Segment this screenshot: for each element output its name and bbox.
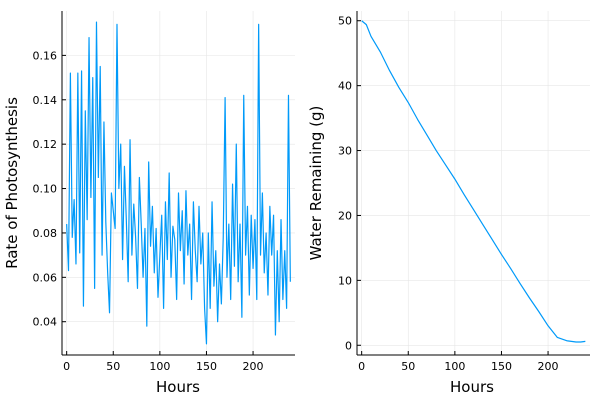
x-tick-label: 100 xyxy=(149,360,170,373)
x-tick-label: 150 xyxy=(491,360,512,373)
x-tick-label: 0 xyxy=(63,360,70,373)
x-tick-label: 50 xyxy=(401,360,415,373)
series-line-y1 xyxy=(361,20,586,343)
series-line-y1 xyxy=(66,21,291,345)
y-tick-label: 40 xyxy=(338,80,352,93)
y-tick-label: 0 xyxy=(345,339,352,352)
y-tick-label: 0.04 xyxy=(33,316,58,329)
y-axis-label: Water Remaining (g) xyxy=(307,106,325,261)
x-axis-label: Hours xyxy=(450,378,494,396)
y-tick-label: 0.16 xyxy=(33,49,58,62)
y-axis-label: Rate of Photosynthesis xyxy=(3,97,21,269)
x-tick-label: 0 xyxy=(358,360,365,373)
y-tick-label: 0.08 xyxy=(33,227,58,240)
x-tick-label: 200 xyxy=(243,360,264,373)
y-tick-label: 30 xyxy=(338,145,352,158)
y-tick-label: 0.10 xyxy=(33,183,58,196)
y-tick-label: 10 xyxy=(338,274,352,287)
series-lines xyxy=(66,21,291,345)
y-tick-label: 20 xyxy=(338,209,352,222)
y-tick-label: 50 xyxy=(338,15,352,28)
panel-water: 0 50 100 150 200 0 10 20 30 40 50 Hours Water Rem… xyxy=(307,11,590,396)
y-tick-label: 0.14 xyxy=(33,94,58,107)
series-lines xyxy=(361,20,586,343)
x-tick-label: 150 xyxy=(196,360,217,373)
x-axis-label: Hours xyxy=(156,378,200,396)
grid-lines xyxy=(357,11,590,355)
x-tick-label: 100 xyxy=(444,360,465,373)
x-ticks: 0 50 100 150 200 xyxy=(358,351,559,373)
x-tick-label: 200 xyxy=(538,360,559,373)
x-ticks: 0 50 100 150 200 xyxy=(63,351,264,373)
y-tick-label: 0.12 xyxy=(33,138,58,151)
y-tick-label: 0.06 xyxy=(33,271,58,284)
y-ticks: 0.04 0.06 0.08 0.10 0.12 0.14 0.16 xyxy=(33,49,66,329)
x-tick-label: 50 xyxy=(106,360,120,373)
y-ticks: 0 10 20 30 40 50 xyxy=(338,15,361,352)
panel-photosynthesis: 0 50 100 150 200 0.04 0.06 0.08 0.10 0.12 0.14 0.1… xyxy=(3,11,295,396)
